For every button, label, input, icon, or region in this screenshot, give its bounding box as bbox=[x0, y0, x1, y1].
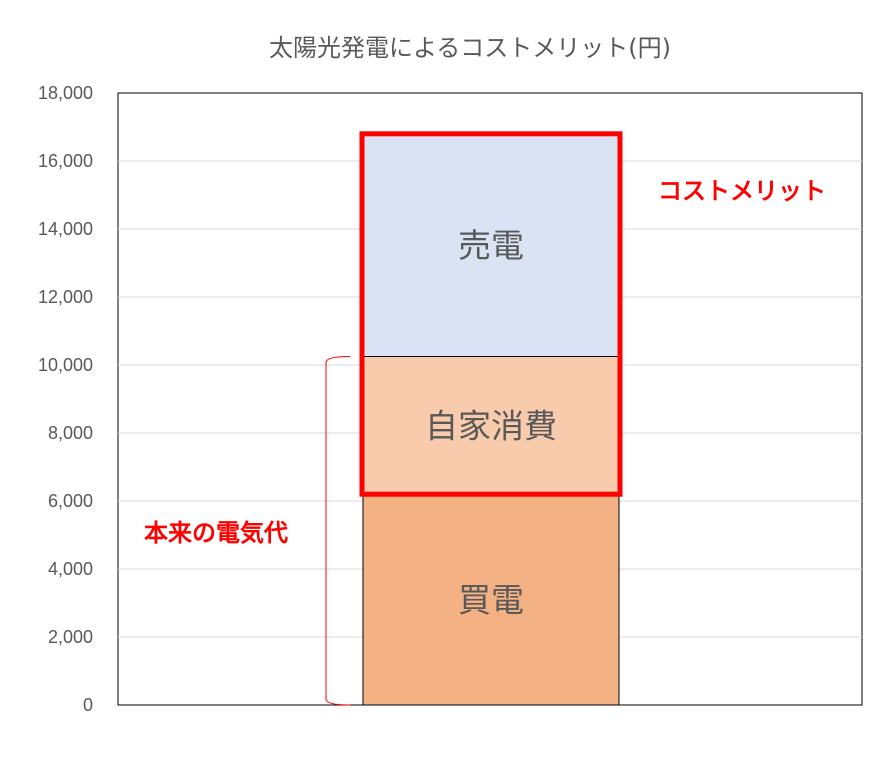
y-tick-label: 2,000 bbox=[48, 627, 93, 647]
y-tick-label: 4,000 bbox=[48, 559, 93, 579]
original-bill-brace bbox=[325, 356, 351, 706]
bar-segment bbox=[362, 493, 620, 706]
bar-segment bbox=[362, 356, 620, 495]
y-tick-label: 0 bbox=[83, 695, 93, 715]
chart-title: 太陽光発電によるコストメリット(円) bbox=[269, 34, 671, 62]
bar-segment-label: 買電 bbox=[458, 581, 524, 620]
bar-segment-label: 自家消費 bbox=[425, 406, 557, 445]
y-tick-label: 10,000 bbox=[38, 355, 93, 375]
stacked-bar bbox=[362, 133, 620, 706]
y-tick-label: 8,000 bbox=[48, 423, 93, 443]
y-tick-label: 18,000 bbox=[38, 83, 93, 103]
cost-merit-frame bbox=[359, 131, 623, 497]
original-bill-label: 本来の電気代 bbox=[144, 519, 288, 547]
bar-segment bbox=[362, 133, 620, 357]
cost-merit-label: コストメリット bbox=[658, 177, 826, 205]
y-axis-tick-labels: 0 2,000 4,000 6,000 8,000 10,000 12,000 14,000 1… bbox=[38, 83, 93, 715]
y-tick-label: 14,000 bbox=[38, 219, 93, 239]
y-tick-label: 16,000 bbox=[38, 151, 93, 171]
y-tick-label: 12,000 bbox=[38, 287, 93, 307]
bar-segment-label: 売電 bbox=[458, 226, 524, 265]
y-tick-label: 6,000 bbox=[48, 491, 93, 511]
